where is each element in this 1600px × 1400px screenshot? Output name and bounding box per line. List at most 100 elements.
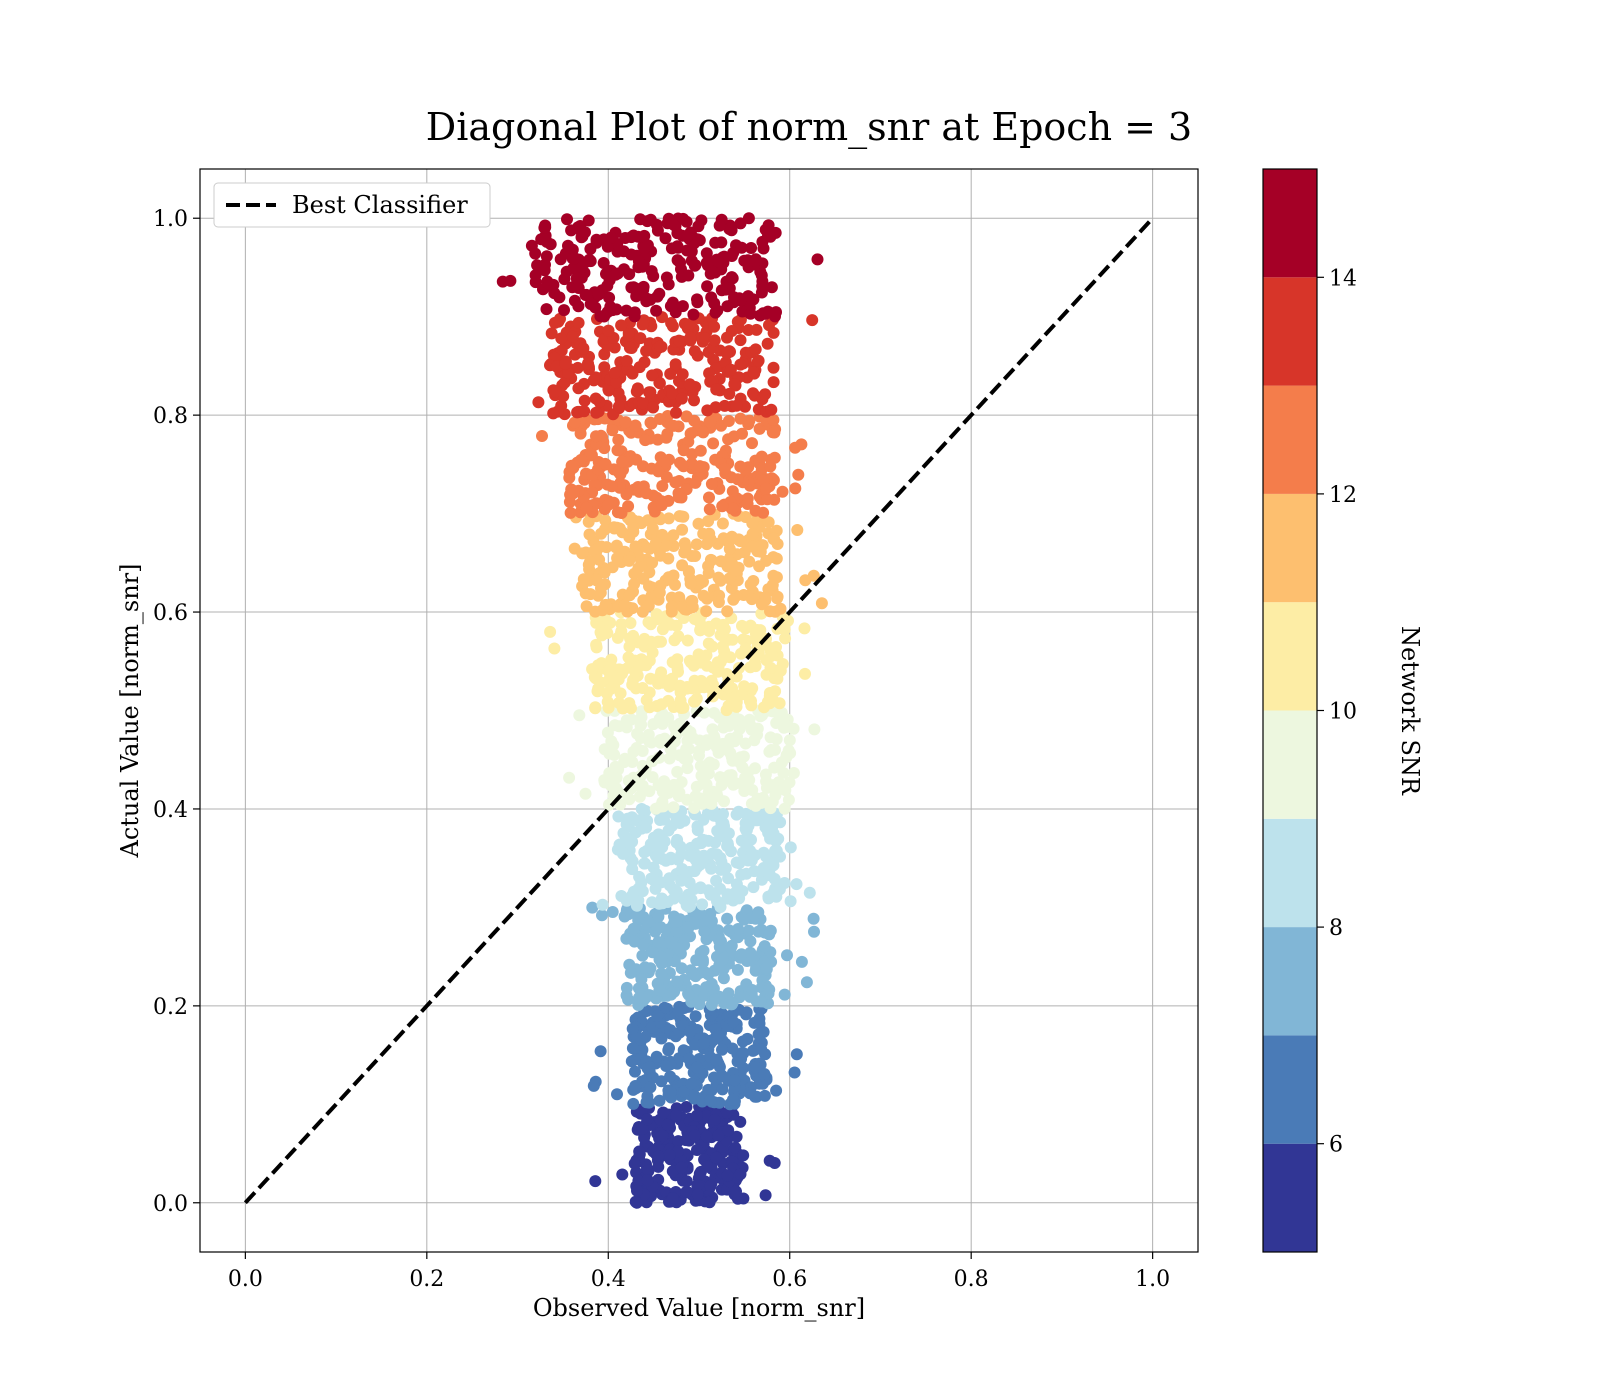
scatter-point: [770, 1084, 783, 1097]
scatter-point: [683, 378, 696, 391]
scatter-point: [693, 460, 706, 473]
scatter-point: [726, 502, 739, 515]
scatter-point: [626, 1022, 639, 1035]
scatter-point: [764, 661, 777, 674]
scatter-point: [576, 547, 589, 560]
scatter-point: [736, 761, 749, 774]
scatter-point: [630, 899, 643, 912]
scatter-point: [672, 790, 685, 803]
scatter-point: [596, 604, 609, 617]
scatter-point: [703, 491, 715, 504]
scatter-point: [662, 552, 675, 565]
scatter-point: [782, 614, 794, 627]
scatter-point: [683, 318, 696, 330]
scatter-point: [754, 995, 767, 1008]
scatter-point: [697, 944, 710, 957]
scatter-point: [615, 890, 628, 902]
scatter-point: [702, 515, 715, 528]
scatter-point: [778, 802, 791, 815]
scatter-point: [713, 1096, 726, 1109]
scatter-point: [714, 555, 727, 568]
scatter-point: [747, 366, 760, 379]
scatter-point: [646, 522, 659, 535]
scatter-point: [764, 605, 776, 618]
scatter-point: [716, 622, 729, 635]
scatter-point: [767, 326, 780, 339]
scatter-point: [725, 530, 738, 543]
scatter-point: [741, 498, 754, 510]
scatter-point: [710, 1151, 723, 1164]
scatter-point: [767, 361, 780, 374]
scatter-point: [626, 1042, 639, 1055]
scatter-point: [765, 281, 778, 294]
scatter-point: [602, 324, 615, 337]
colorbar-tick-label: 10: [1329, 700, 1357, 725]
scatter-point: [596, 898, 609, 911]
scatter-point: [663, 1042, 675, 1055]
scatter-point: [620, 981, 633, 994]
scatter-point: [612, 387, 625, 400]
scatter-point: [655, 499, 668, 512]
scatter-point: [633, 660, 646, 673]
scatter-point: [725, 471, 738, 484]
scatter-point: [748, 734, 761, 747]
best-classifier-line: [243, 216, 1155, 1205]
scatter-point: [652, 1150, 665, 1163]
scatter-point: [685, 427, 698, 440]
scatter-point: [532, 396, 545, 409]
scatter-point: [795, 955, 808, 968]
scatter-point: [592, 288, 605, 301]
scatter-point: [504, 274, 517, 287]
scatter-point: [571, 361, 584, 374]
scatter-point: [651, 224, 664, 237]
scatter-point: [605, 682, 617, 695]
scatter-point: [798, 622, 811, 635]
scatter-point: [582, 357, 594, 370]
scatter-point: [715, 284, 728, 297]
scatter-point: [760, 962, 773, 974]
scatter-point: [580, 288, 593, 301]
scatter-point: [545, 327, 558, 340]
scatter-point: [737, 750, 750, 763]
x-tick-label: 0.6: [772, 1267, 807, 1292]
scatter-point: [567, 487, 580, 500]
scatter-point: [558, 304, 570, 317]
scatter-point: [623, 341, 636, 354]
scatter-point: [671, 765, 684, 778]
scatter-point: [641, 1113, 654, 1126]
scatter-point: [744, 307, 757, 320]
scatter-point: [602, 498, 615, 511]
best-classifier-line: [243, 216, 1155, 1205]
scatter-point: [770, 844, 783, 857]
scatter-point: [586, 901, 599, 914]
scatter-point: [672, 1004, 685, 1017]
scatter-point: [572, 282, 585, 294]
scatter-point: [664, 1070, 677, 1083]
scatter-point: [717, 972, 730, 985]
scatter-point: [606, 424, 619, 437]
scatter-point: [716, 1043, 728, 1056]
y-tick-label: 1.0: [153, 207, 188, 232]
scatter-point: [698, 925, 711, 938]
scatter-point: [688, 394, 700, 407]
scatter-point: [734, 1168, 747, 1181]
scatter-point: [605, 480, 618, 493]
scatter-point: [629, 1065, 641, 1078]
scatter-point: [738, 913, 751, 926]
scatter-point: [815, 597, 828, 610]
scatter-point: [715, 855, 728, 868]
scatter-point: [626, 756, 639, 768]
scatter-point: [774, 602, 787, 615]
scatter-point: [694, 759, 707, 772]
scatter-point: [601, 279, 614, 292]
scatter-point: [799, 667, 811, 680]
scatter-point: [562, 239, 574, 252]
scatter-point: [697, 850, 710, 862]
scatter-point: [626, 367, 639, 380]
scatter-point: [646, 646, 659, 659]
scatter-point: [790, 878, 803, 891]
scatter-point: [734, 358, 747, 371]
scatter-point: [554, 253, 567, 266]
scatter-point: [584, 298, 597, 310]
scatter-point: [590, 406, 603, 419]
